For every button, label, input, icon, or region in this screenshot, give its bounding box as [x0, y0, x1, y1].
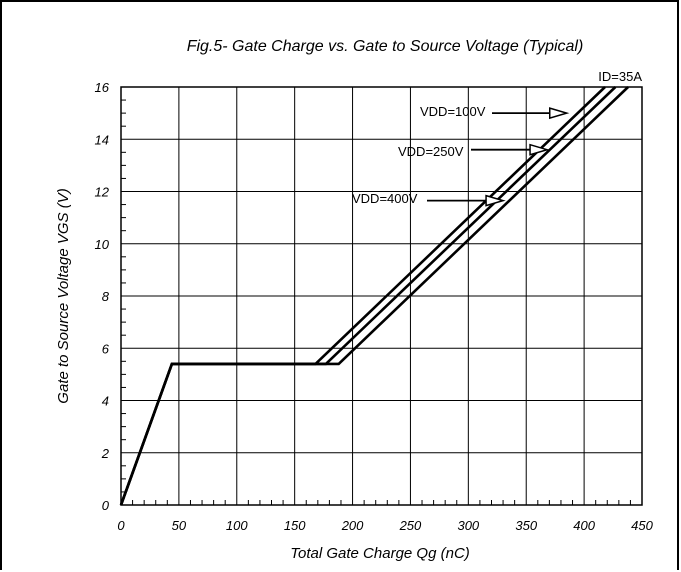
- y-tick-label: 12: [95, 185, 110, 200]
- y-tick-label: 2: [101, 446, 110, 461]
- x-tick-label: 400: [573, 518, 595, 533]
- series-annotations: VDD=100V VDD=250V VDD=400V: [352, 104, 570, 207]
- plot-area: [120, 86, 643, 506]
- y-tick-label: 10: [95, 237, 110, 252]
- x-axis-label: Total Gate Charge Qg (nC): [290, 545, 470, 562]
- y-axis-label: Gate to Source Voltage VGS (V): [55, 188, 72, 403]
- x-tick-label: 250: [399, 518, 422, 533]
- y-tick-label: 16: [95, 80, 110, 95]
- y-tick-label: 14: [95, 132, 109, 147]
- annotation-arrow-head: [548, 107, 570, 120]
- y-tick-label: 0: [102, 498, 110, 513]
- annotation-arrow-head: [485, 194, 506, 207]
- x-tick-label: 200: [341, 518, 364, 533]
- chart-title: Fig.5- Gate Charge vs. Gate to Source Vo…: [187, 38, 584, 55]
- x-tick-label: 350: [515, 518, 537, 533]
- x-tick-label: 100: [226, 518, 248, 533]
- condition-label: ID=35A: [598, 69, 642, 84]
- series-lines: [119, 86, 629, 506]
- y-tick-label: 4: [102, 394, 109, 409]
- annotation-label: VDD=400V: [352, 191, 418, 206]
- x-tick-label: 0: [117, 518, 125, 533]
- x-tick-label: 450: [631, 518, 653, 533]
- annotation-arrow-head: [529, 143, 550, 156]
- annotation-label: VDD=250V: [398, 144, 464, 159]
- series-line-3: [119, 86, 629, 506]
- axis-ticks: [121, 99, 631, 505]
- y-tick-label: 6: [102, 341, 110, 356]
- x-tick-label: 50: [172, 518, 187, 533]
- y-tick-label: 8: [102, 289, 110, 304]
- x-tick-label: 150: [284, 518, 306, 533]
- annotation-label: VDD=100V: [420, 104, 486, 119]
- x-tick-label: 300: [457, 518, 479, 533]
- tick-labels: 0 50 100 150 200 250 300 350 400 450 0 2 4 6 8 10 12 14 16: [95, 80, 654, 533]
